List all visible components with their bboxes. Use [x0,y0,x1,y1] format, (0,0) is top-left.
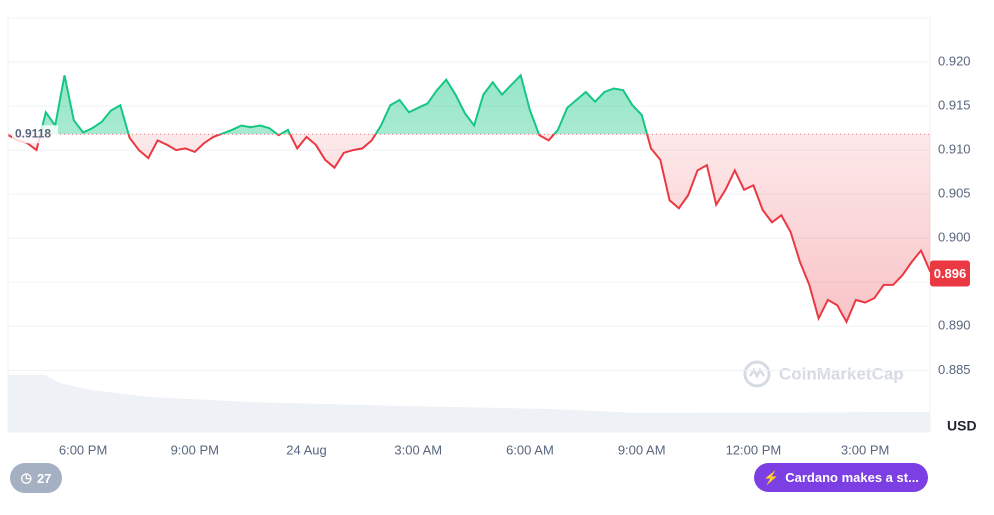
x-tick-label: 9:00 PM [171,442,219,457]
y-axis-label: USD [947,418,977,434]
y-tick-label: 0.910 [938,142,971,157]
history-icon: ◷ [20,470,32,485]
watermark: CoinMarketCap [743,360,904,388]
notes-button[interactable]: ◷ 27 [10,463,62,493]
price-badge [930,260,970,287]
x-tick-label: 6:00 PM [59,442,107,457]
y-tick-label: 0.900 [938,230,971,245]
x-tick-label: 9:00 AM [618,442,666,457]
baseline-label: 0.9118 [15,126,51,140]
plot: 0.9200.9150.9100.9050.9000.8950.8900.885… [8,53,971,457]
news-button[interactable]: ⚡ Cardano makes a st... [754,463,928,492]
area-up [8,75,931,135]
price-line-up [39,73,649,135]
y-tick-label: 0.920 [938,53,971,68]
x-tick-label: 6:00 AM [506,442,554,457]
news-text: Cardano makes a st... [785,470,919,485]
bolt-icon: ⚡ [763,469,780,485]
watermark-text: CoinMarketCap [779,364,904,383]
y-tick-label: 0.915 [938,98,971,113]
y-tick-label: 0.905 [938,186,971,201]
area-down [8,134,931,322]
x-tick-label: 12:00 PM [726,442,782,457]
x-tick-label: 3:00 AM [394,442,442,457]
notes-count: 27 [36,470,52,486]
y-tick-label: 0.890 [938,318,971,333]
x-tick-label: 3:00 PM [841,442,889,457]
volume-area [8,375,930,432]
baseline-label-bg [12,125,58,144]
price-line-down [8,134,932,325]
price-badge-text: 0.896 [934,266,967,281]
x-tick-label: 24 Aug [286,442,327,457]
y-tick-label: 0.885 [938,362,971,377]
